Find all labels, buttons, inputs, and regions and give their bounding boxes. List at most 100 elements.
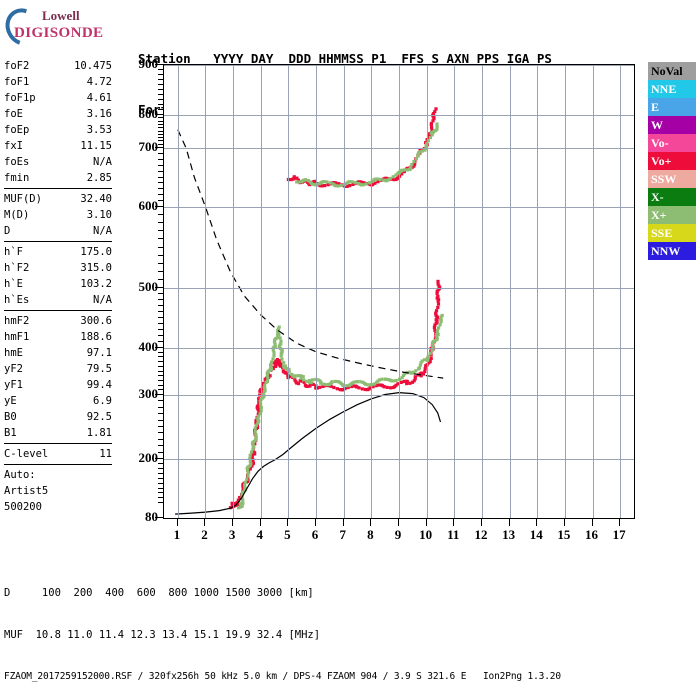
polarization-legend[interactable]: NoVal NNE E W Vo- Vo+ SSW X- X+ SSE NNW	[648, 62, 696, 260]
station-header-line-labels: Station YYYY DAY DDD HHMMSS P1 FFS S AXN…	[138, 51, 552, 66]
lowell-digisonde-logo: Lowell DIGISONDE	[0, 2, 118, 52]
grid-line-horizontal	[164, 148, 634, 149]
footer-file-row: FZAOM_2017259152000.RSF / 320fx256h 50 k…	[4, 671, 561, 682]
logo-digisonde-text: DIGISONDE	[14, 25, 104, 41]
trace-2nd-hop-x-trace	[295, 122, 439, 188]
param-key: foEp	[4, 124, 30, 136]
y-tick-minor	[158, 89, 164, 90]
legend-item-vo[interactable]: Vo+	[648, 152, 696, 170]
legend-item-vo[interactable]: Vo-	[648, 134, 696, 152]
param-value: 6.9	[93, 395, 112, 407]
y-tick-label: 80	[145, 509, 158, 524]
y-tick-minor	[158, 104, 164, 105]
y-tick-minor	[158, 170, 164, 172]
param-row-hme: hmE 97.1	[4, 345, 112, 361]
y-tick-minor	[158, 365, 164, 367]
param-key: B1	[4, 427, 17, 439]
legend-item-nnw[interactable]: NNW	[648, 242, 696, 260]
y-tick-minor	[158, 487, 164, 489]
x-tick-label: 17	[612, 527, 626, 542]
legend-item-e[interactable]: E	[648, 98, 696, 116]
y-tick-minor	[158, 467, 164, 469]
legend-item-w[interactable]: W	[648, 116, 696, 134]
param-value: 99.4	[86, 379, 112, 391]
param-value: 10.475	[74, 60, 112, 72]
y-tick-label: 600	[138, 198, 159, 213]
y-tick-label: 200	[138, 450, 159, 465]
y-tick-major	[155, 287, 164, 288]
legend-item-x[interactable]: X-	[648, 188, 696, 206]
x-axis-ticks	[163, 519, 636, 527]
param-value: 4.61	[86, 92, 112, 104]
y-tick-minor	[158, 502, 164, 504]
y-tick-minor	[158, 438, 164, 440]
param-row-fof2: foF2 10.475	[4, 58, 112, 74]
y-tick-minor	[158, 293, 164, 294]
y-tick-major	[155, 347, 164, 348]
param-key: fmin	[4, 172, 30, 184]
param-row-b1: B1 1.81	[4, 425, 112, 441]
y-tick-label: 900	[138, 56, 159, 71]
y-tick-minor	[158, 356, 164, 358]
x-tick-label: 7	[339, 527, 346, 542]
y-tick-minor	[158, 246, 164, 248]
param-divider	[4, 464, 112, 465]
y-tick-minor	[158, 84, 164, 85]
param-value: 11	[99, 448, 112, 460]
x-tick	[536, 519, 537, 526]
y-tick-minor	[158, 305, 164, 306]
y-tick-minor	[158, 194, 164, 196]
legend-item-ssw[interactable]: SSW	[648, 170, 696, 188]
grid-line-vertical	[288, 65, 289, 518]
y-tick-minor	[158, 341, 164, 342]
legend-item-x[interactable]: X+	[648, 206, 696, 224]
y-tick-minor	[158, 79, 164, 80]
y-tick-minor	[158, 278, 164, 280]
param-row-hmf2: hmF2 300.6	[4, 313, 112, 329]
y-tick-minor	[158, 123, 164, 125]
y-tick-minor	[158, 164, 164, 166]
param-key: hmF2	[4, 315, 30, 327]
auto-info-line-1: Artist5	[4, 485, 49, 497]
param-key: h`E	[4, 278, 23, 290]
param-value: 32.40	[80, 193, 112, 205]
y-tick-minor	[158, 143, 164, 145]
x-tick-label: 15	[557, 527, 571, 542]
grid-line-vertical	[565, 65, 566, 518]
x-tick-label: 6	[311, 527, 319, 542]
legend-item-sse[interactable]: SSE	[648, 224, 696, 242]
param-row-md: M(D) 3.10	[4, 207, 112, 223]
grid-line-vertical	[593, 65, 594, 518]
param-key: D	[4, 225, 11, 237]
y-tick-minor	[158, 400, 164, 402]
logo-lowell-text: Lowell	[42, 8, 80, 23]
ionogram-plot-area[interactable]	[163, 64, 635, 519]
param-value: N/A	[93, 294, 112, 306]
y-tick-minor	[158, 130, 164, 132]
param-key: foF2	[4, 60, 30, 72]
x-tick	[453, 519, 454, 526]
param-row-b0: B0 92.5	[4, 409, 112, 425]
y-tick-label: 300	[138, 386, 159, 401]
grid-line-vertical	[510, 65, 511, 518]
x-tick	[177, 519, 178, 526]
footer-info: D 100 200 400 600 800 1000 1500 3000 [km…	[4, 558, 698, 698]
grid-line-vertical	[205, 65, 206, 518]
param-row-yf1: yF1 99.4	[4, 377, 112, 393]
y-tick-major	[155, 147, 164, 148]
x-tick-label: 1	[173, 527, 181, 542]
param-row-mufd: MUF(D) 32.40	[4, 191, 112, 207]
y-tick-minor	[158, 419, 164, 421]
param-key: fxI	[4, 140, 23, 152]
x-tick	[370, 519, 371, 526]
y-tick-label: 700	[138, 139, 159, 154]
x-tick-label: 5	[284, 527, 291, 542]
legend-item-noval[interactable]: NoVal	[648, 62, 696, 80]
y-tick-minor	[158, 262, 164, 264]
x-tick	[592, 519, 593, 526]
grid-line-horizontal	[164, 207, 634, 208]
y-tick-minor	[158, 109, 164, 110]
legend-item-nne[interactable]: NNE	[648, 80, 696, 98]
grid-line-vertical	[482, 65, 483, 518]
y-tick-minor	[158, 299, 164, 300]
